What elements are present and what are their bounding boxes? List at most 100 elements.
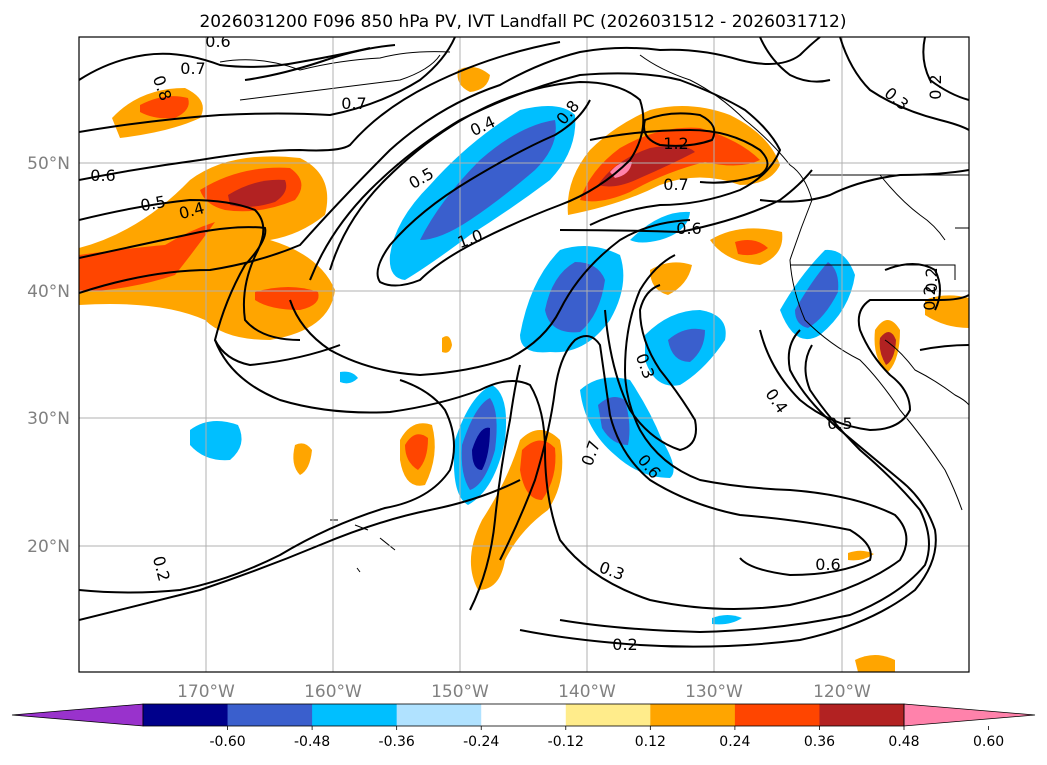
positive-anomaly [879, 331, 896, 365]
pv-contour [604, 284, 697, 452]
pv-contour [559, 344, 930, 634]
colorbar-extend-high [903, 703, 1036, 727]
colorbar-segment [734, 704, 820, 726]
pv-contour [519, 329, 937, 648]
pv-contour [289, 219, 691, 377]
coastline [330, 519, 396, 573]
pv-contour [79, 47, 371, 81]
pv-contour [589, 128, 769, 184]
negative-anomaly [712, 615, 742, 625]
pv-contour [839, 37, 969, 131]
contour-label: 0.6 [676, 219, 701, 238]
lat-label: 30°N [27, 409, 70, 429]
negative-anomaly [598, 396, 630, 445]
pv-contour [79, 226, 341, 367]
pv-contour [759, 169, 969, 351]
positive-anomaly [293, 443, 312, 475]
pv-contour [79, 198, 301, 341]
colorbar-extend-low [11, 703, 144, 727]
latitude-labels: 50°N 40°N 30°N 20°N [27, 154, 70, 557]
colorbar-label: -0.48 [294, 734, 330, 750]
pv-contour [79, 479, 521, 621]
pv-contour [643, 112, 716, 147]
lat-label: 50°N [27, 154, 70, 174]
map-area: 0.6 0.7 0.8 0.7 0.6 0.5 0.4 0.4 0.5 0.8 … [79, 32, 969, 672]
colorbar-segment [396, 704, 482, 726]
contour-label: 0.2 [920, 285, 939, 310]
shaded-anomalies [79, 66, 969, 672]
coastlines [219, 51, 969, 573]
colorbar-label: 0.12 [635, 734, 666, 750]
colorbar-label: -0.24 [463, 734, 499, 750]
coastline [884, 339, 969, 406]
colorbar-label: -0.36 [379, 734, 415, 750]
colorbar-label: 0.24 [719, 734, 750, 750]
pv-contour [922, 37, 969, 101]
negative-anomaly [545, 262, 605, 333]
colorbar-segment [312, 704, 398, 726]
contour-label: 1.2 [663, 134, 688, 153]
positive-anomaly [650, 262, 692, 295]
lon-label: 150°W [431, 682, 489, 702]
colorbar-label: 0.60 [973, 734, 1004, 750]
pv-contour [244, 44, 396, 81]
colorbar-label: -0.60 [209, 734, 245, 750]
colorbar-segment [227, 704, 313, 726]
contour-label: 0.7 [663, 175, 688, 194]
pv-contour [469, 364, 521, 611]
contour-label: 0.6 [205, 32, 230, 51]
lat-label: 20°N [27, 537, 70, 557]
contour-label: 0.2 [922, 267, 941, 292]
positive-anomaly [925, 295, 969, 328]
negative-anomaly [190, 421, 242, 461]
colorbar-label: 0.36 [804, 734, 835, 750]
positive-anomaly [228, 179, 287, 207]
negative-anomaly [630, 211, 690, 243]
pv-contour [214, 254, 908, 610]
lat-label: 40°N [27, 282, 70, 302]
contour-label: 0.5 [827, 414, 852, 433]
positive-anomaly [598, 145, 695, 187]
contour-label: 0.2 [612, 635, 637, 654]
contour-label: 0.6 [90, 166, 115, 185]
colorbar: -0.60 -0.48 -0.36 -0.24 -0.12 0.12 0.24 0.36 0.4… [11, 703, 1036, 750]
positive-anomaly [735, 240, 768, 256]
contour-label: 0.7 [341, 94, 366, 113]
coastline [219, 51, 451, 101]
pv-contour [759, 294, 969, 432]
lon-label: 160°W [304, 682, 362, 702]
positive-anomaly [255, 287, 319, 310]
positive-anomaly [855, 655, 895, 672]
lon-label: 140°W [558, 682, 616, 702]
pv-contour [309, 72, 782, 281]
contour-label: 0.6 [815, 555, 840, 574]
colorbar-segment [819, 704, 905, 726]
pv-contour [559, 169, 813, 234]
colorbar-segment [481, 704, 567, 726]
positive-anomaly [457, 66, 490, 92]
negative-anomaly [668, 328, 705, 362]
pv-contours [79, 37, 969, 648]
pv-contour [884, 263, 941, 311]
negative-anomaly [795, 262, 839, 328]
map-title: 2026031200 F096 850 hPa PV, IVT Landfall… [199, 12, 846, 32]
longitude-labels: 170°W 160°W 150°W 140°W 130°W 120°W [177, 682, 871, 702]
pv-contour [79, 379, 455, 594]
contour-label: 0.7 [180, 59, 205, 78]
coastline [639, 54, 963, 511]
pv-contour [499, 335, 872, 577]
gridlines [79, 37, 969, 672]
colorbar-segment [565, 704, 651, 726]
positive-anomaly [848, 550, 874, 561]
lon-label: 130°W [685, 682, 743, 702]
lon-label: 170°W [177, 682, 235, 702]
positive-anomaly [405, 434, 428, 470]
negative-anomaly [472, 427, 490, 470]
pv-contour [79, 37, 821, 294]
lon-label: 120°W [813, 682, 871, 702]
positive-anomaly [442, 336, 452, 353]
pv-contour [759, 37, 831, 83]
colorbar-label: 0.48 [888, 734, 919, 750]
coastline [790, 174, 969, 280]
